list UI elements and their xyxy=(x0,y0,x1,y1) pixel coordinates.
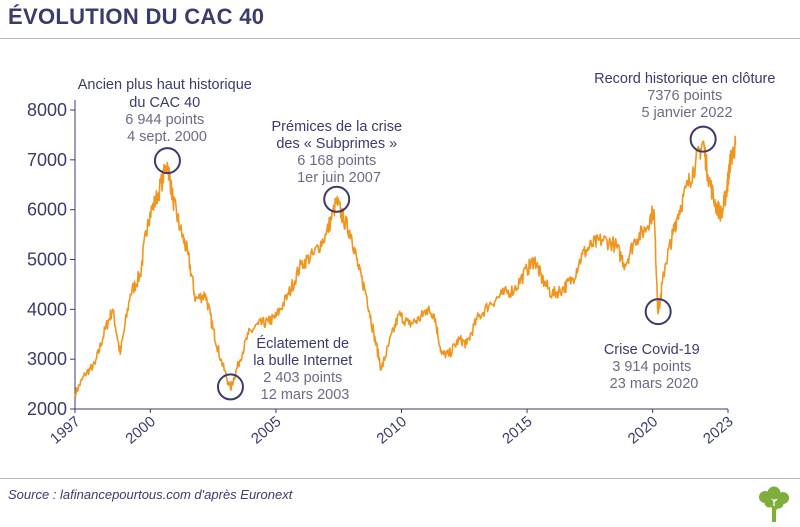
annotation-circle xyxy=(216,373,244,401)
y-tick-label: 7000 xyxy=(27,150,67,170)
annotation-subprimes-line3: 6 168 points xyxy=(297,153,376,169)
annotation-peak-2000: Ancien plus haut historique du CAC 40 6 … xyxy=(78,76,257,145)
bottom-divider xyxy=(0,478,800,479)
x-tick-label: 2005 xyxy=(248,413,284,447)
annotation-bulle-line2: la bulle Internet xyxy=(253,353,352,369)
top-divider xyxy=(0,38,800,39)
y-tick-label: 4000 xyxy=(27,299,67,319)
annotation-circle xyxy=(644,298,672,326)
y-tick-label: 8000 xyxy=(27,100,67,120)
annotation-bulle-line3: 2 403 points xyxy=(263,370,342,386)
annotation-record-line2: 7376 points xyxy=(647,88,722,104)
annotation-peak-2000-line3: 6 944 points xyxy=(125,112,204,128)
cac40-series-line xyxy=(74,135,737,398)
annotation-circle xyxy=(153,147,181,175)
y-tick-label: 2000 xyxy=(27,399,67,419)
x-tick-label: 2020 xyxy=(625,413,661,447)
annotation-record-2022: Record historique en clôture 7376 points… xyxy=(594,70,780,121)
y-ticks: 2000 3000 4000 5000 6000 7000 8000 xyxy=(27,100,75,419)
annotation-peak-2000-line4: 4 sept. 2000 xyxy=(127,129,207,145)
annotation-subprimes: Prémices de la crise des « Subprimes » 6… xyxy=(272,118,407,186)
annotation-covid-line2: 3 914 points xyxy=(612,359,691,375)
tree-icon xyxy=(759,486,789,522)
y-tick-label: 6000 xyxy=(27,200,67,220)
x-tick-label: 2000 xyxy=(122,413,158,447)
x-tick-label: 2023 xyxy=(700,413,736,447)
annotation-bulle-internet: Éclatement de la bulle Internet 2 403 po… xyxy=(253,335,357,403)
source-note: Source : lafinancepourtous.com d'après E… xyxy=(8,487,293,502)
annotation-record-line3: 5 janvier 2022 xyxy=(641,105,732,121)
y-tick-label: 5000 xyxy=(27,250,67,270)
annotation-peak-2000-line1: Ancien plus haut historique xyxy=(78,77,252,93)
x-tick-label: 2010 xyxy=(374,413,410,447)
annotation-circle xyxy=(323,185,351,213)
annotation-subprimes-line1: Prémices de la crise xyxy=(272,119,403,135)
annotation-covid-line3: 23 mars 2020 xyxy=(610,376,699,392)
chart-title: ÉVOLUTION DU CAC 40 xyxy=(8,4,265,29)
annotation-covid-line1: Crise Covid-19 xyxy=(604,342,700,358)
annotation-subprimes-line4: 1er juin 2007 xyxy=(297,170,381,186)
annotation-circle xyxy=(689,125,717,153)
annotation-circles xyxy=(153,125,717,401)
annotation-bulle-line1: Éclatement de xyxy=(256,335,349,352)
x-tick-label: 2015 xyxy=(499,413,535,447)
annotation-bulle-line4: 12 mars 2003 xyxy=(261,387,350,403)
annotation-covid: Crise Covid-19 3 914 points 23 mars 2020 xyxy=(604,341,704,392)
annotation-peak-2000-line2: du CAC 40 xyxy=(129,95,200,111)
x-ticks: 1997 2000 2005 2010 2015 2020 2023 xyxy=(47,409,737,448)
annotation-subprimes-line2: des « Subprimes » xyxy=(276,136,397,152)
y-tick-label: 3000 xyxy=(27,349,67,369)
annotation-record-line1: Record historique en clôture xyxy=(594,71,775,87)
